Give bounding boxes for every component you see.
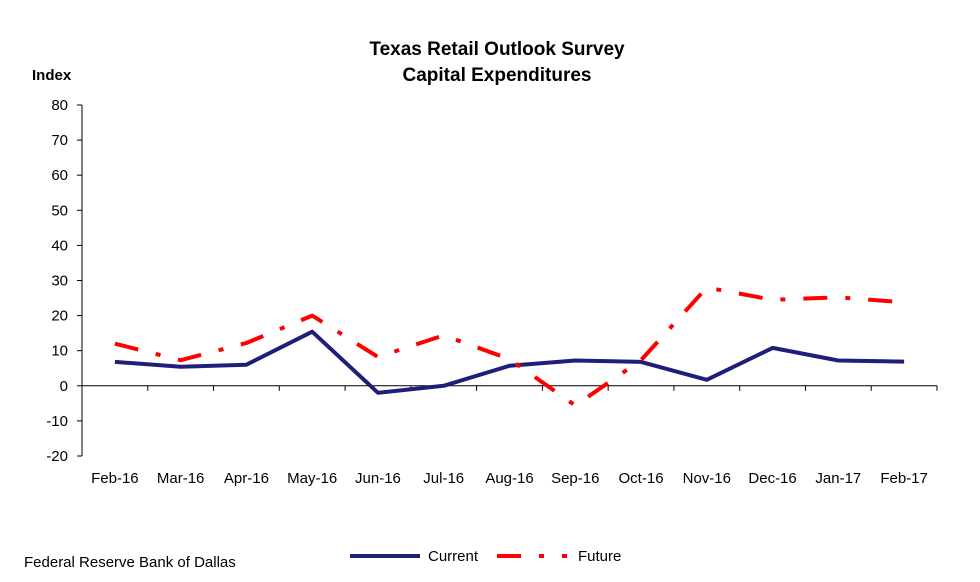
x-tick-label: Apr-16: [224, 470, 269, 487]
x-tick-label: Sep-16: [551, 470, 599, 487]
y-tick-label: 0: [60, 378, 68, 395]
y-tick-label: 50: [51, 202, 68, 219]
x-tick-label: Jul-16: [423, 470, 464, 487]
y-axis-label: Index: [32, 67, 72, 84]
x-tick-label: Nov-16: [683, 470, 731, 487]
legend-label-future: Future: [578, 548, 621, 565]
y-tick-labels: -20 -10 0 10 20 30 40 50 60 70 80: [46, 97, 68, 465]
series-line-future: [114, 285, 905, 408]
chart-subtitle: Capital Expenditures: [403, 65, 592, 86]
y-tick-label: 40: [51, 237, 68, 254]
legend: Current Future: [350, 548, 621, 565]
x-tick-label: May-16: [287, 470, 337, 487]
y-tick-label: 60: [51, 167, 68, 184]
chart-title: Texas Retail Outlook Survey: [369, 39, 625, 60]
series-lines: [114, 285, 905, 408]
x-tick-label: Aug-16: [485, 470, 533, 487]
y-tick-label: 10: [51, 343, 68, 360]
series-line-current: [114, 329, 905, 395]
y-tick-label: 20: [51, 308, 68, 325]
axes: [77, 104, 938, 457]
x-tick-label: Feb-17: [880, 470, 928, 487]
y-tick-label: -20: [46, 448, 68, 465]
source-note: Federal Reserve Bank of Dallas: [24, 554, 236, 571]
x-tick-labels: Feb-16 Mar-16 Apr-16 May-16 Jun-16 Jul-16 Aug-…: [91, 470, 928, 487]
x-tick-label: Oct-16: [619, 470, 664, 487]
x-tick-label: Jun-16: [355, 470, 401, 487]
x-tick-label: Jan-17: [815, 470, 861, 487]
y-tick-label: 70: [51, 132, 68, 149]
y-tick-label: 30: [51, 273, 68, 290]
x-tick-label: Feb-16: [91, 470, 139, 487]
x-tick-label: Mar-16: [157, 470, 205, 487]
y-tick-label: -10: [46, 413, 68, 430]
legend-label-current: Current: [428, 548, 479, 565]
x-tick-label: Dec-16: [748, 470, 796, 487]
y-tick-label: 80: [51, 97, 68, 114]
